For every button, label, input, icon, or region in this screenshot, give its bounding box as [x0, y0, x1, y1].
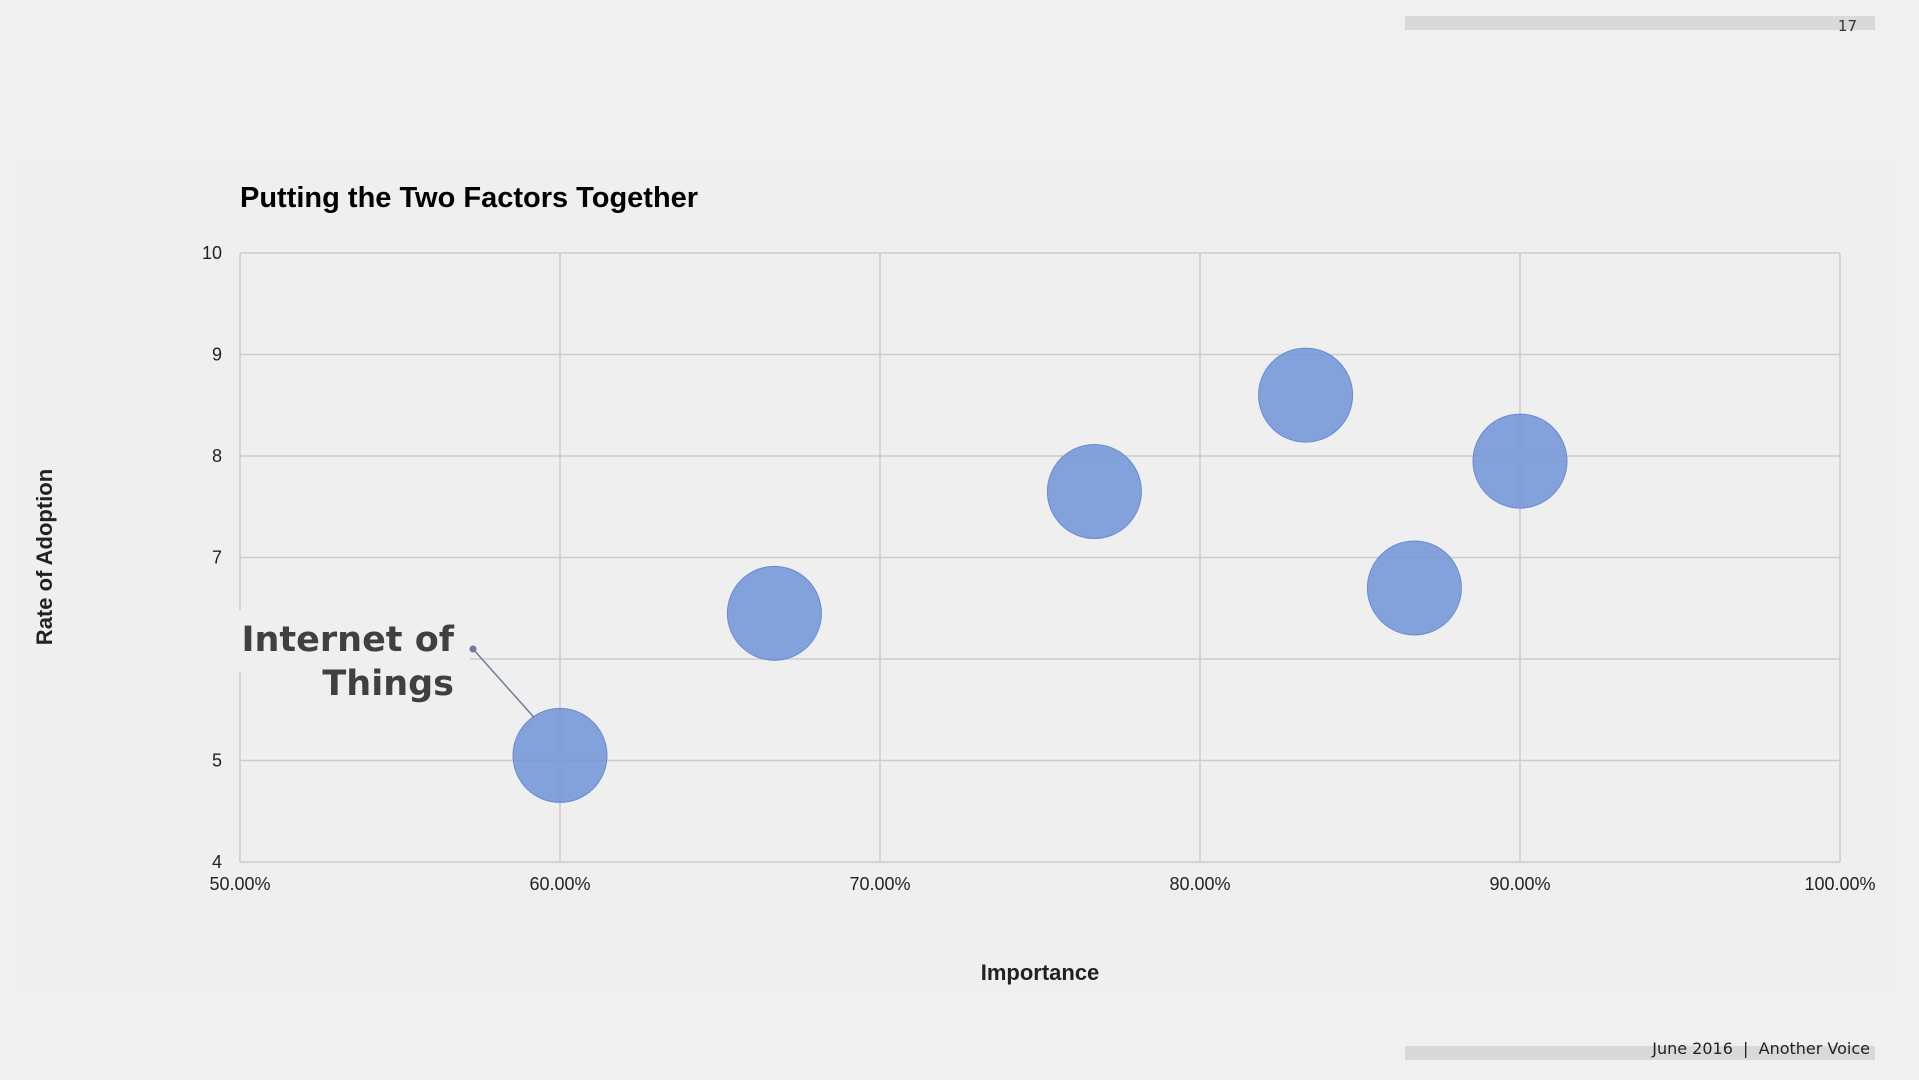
bubble-point	[726, 565, 822, 661]
y-tick-label: 8	[212, 446, 222, 466]
footer-bar	[1405, 1046, 1875, 1060]
x-tick-label: 90.00%	[1489, 874, 1550, 894]
bubble-point	[1472, 413, 1568, 509]
annotation-text: Things	[322, 664, 454, 704]
annotation-backdrop	[238, 610, 470, 672]
y-tick-label: 4	[212, 852, 222, 872]
chart-grid	[239, 252, 1841, 863]
y-tick-label: 10	[202, 243, 222, 263]
x-axis-ticks: 50.00% 60.00% 70.00% 80.00% 90.00% 100.00%	[209, 874, 1875, 894]
y-tick-label: 7	[212, 548, 222, 568]
x-tick-label: 50.00%	[209, 874, 270, 894]
x-tick-label: 100.00%	[1804, 874, 1875, 894]
x-axis-title: Importance	[981, 960, 1100, 985]
y-axis-ticks: 10 9 8 7 5 4	[202, 243, 222, 872]
y-tick-label: 9	[212, 345, 222, 365]
chart-panel	[17, 157, 1895, 995]
bubble-point	[512, 707, 608, 803]
y-tick-label: 5	[212, 751, 222, 771]
bubble-point	[1258, 347, 1354, 443]
x-tick-label: 70.00%	[849, 874, 910, 894]
bubble-point	[1366, 540, 1462, 636]
page-number: 17	[1837, 17, 1857, 35]
bubble-point	[1046, 444, 1142, 540]
annotation-dot	[469, 645, 477, 653]
annotation-connector	[472, 648, 535, 718]
footer-text: June 2016 | Another Voice	[1652, 1039, 1870, 1058]
x-tick-label: 60.00%	[529, 874, 590, 894]
chart-title: Putting the Two Factors Together	[240, 182, 698, 214]
x-tick-label: 80.00%	[1169, 874, 1230, 894]
header-bar	[1405, 16, 1875, 30]
y-axis-title: Rate of Adoption	[32, 469, 57, 645]
annotation-text: Internet of	[241, 620, 454, 660]
bubble-series	[512, 347, 1568, 803]
